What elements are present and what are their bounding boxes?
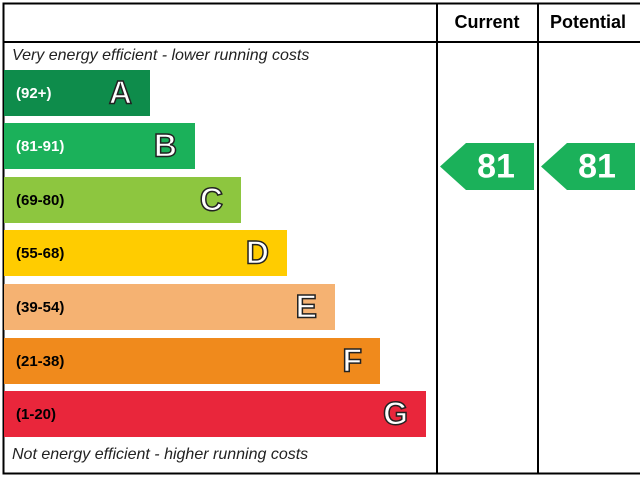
band-letter: G <box>383 395 408 431</box>
header-potential: Potential <box>550 12 626 32</box>
band-range: (92+) <box>16 85 51 102</box>
rating-value: 81 <box>578 147 616 185</box>
bottom-note: Not energy efficient - higher running co… <box>12 446 308 463</box>
band-letter: D <box>246 234 269 270</box>
band-range: (39-54) <box>16 299 64 316</box>
bands: (92+) A (81-91) B (69-80) C (55-68) D (39-54) E (2… <box>4 70 426 437</box>
top-note: Very energy efficient - lower running co… <box>12 47 309 64</box>
band-letter: B <box>154 127 177 163</box>
band-range: (21-38) <box>16 353 64 370</box>
band-letter: A <box>109 74 132 110</box>
band-range: (1-20) <box>16 406 56 423</box>
band-range: (55-68) <box>16 245 64 262</box>
band-letter: E <box>296 288 317 324</box>
header-current: Current <box>454 12 519 32</box>
rating-value: 81 <box>477 147 515 185</box>
band-range: (69-80) <box>16 192 64 209</box>
band-bar <box>4 391 426 437</box>
band-letter: C <box>200 181 223 217</box>
band-letter: F <box>342 342 362 378</box>
band-range: (81-91) <box>16 138 64 155</box>
